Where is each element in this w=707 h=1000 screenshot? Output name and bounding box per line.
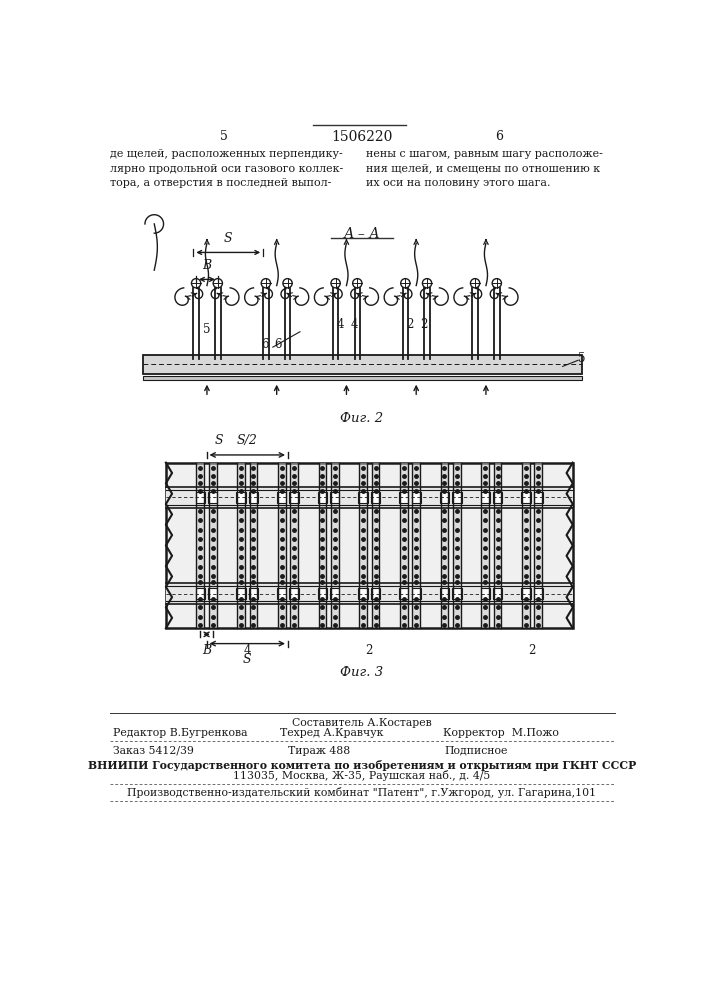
Text: 4: 4 <box>243 644 251 657</box>
Bar <box>481 463 489 628</box>
Bar <box>452 588 462 599</box>
Bar <box>330 492 339 503</box>
Text: 5: 5 <box>203 323 211 336</box>
Bar <box>277 588 286 599</box>
Text: Фиг. 2: Фиг. 2 <box>340 412 383 425</box>
Bar <box>372 463 380 628</box>
Bar <box>412 463 420 628</box>
Text: Корректор  М.Пожо: Корректор М.Пожо <box>443 728 559 738</box>
Bar <box>289 492 299 503</box>
Bar <box>197 463 204 628</box>
Bar <box>453 463 461 628</box>
Bar <box>440 492 449 503</box>
Text: Фиг. 3: Фиг. 3 <box>340 666 383 679</box>
Bar <box>236 588 246 599</box>
Bar <box>521 492 530 503</box>
Text: 1506220: 1506220 <box>332 130 392 144</box>
Text: 5: 5 <box>578 352 585 365</box>
Bar <box>317 588 327 599</box>
Bar <box>166 584 573 603</box>
Bar <box>330 588 339 599</box>
Text: 6: 6 <box>274 338 282 351</box>
Text: 4: 4 <box>337 318 344 331</box>
Bar <box>411 492 421 503</box>
Text: ВНИИПИ Государственного комитета по изобретениям и открытиям при ГКНТ СССР: ВНИИПИ Государственного комитета по изоб… <box>88 760 636 771</box>
Bar <box>359 463 367 628</box>
Text: Редактор В.Бугренкова: Редактор В.Бугренкова <box>113 728 247 738</box>
Bar <box>209 463 216 628</box>
Bar <box>196 588 205 599</box>
Bar <box>143 355 582 374</box>
Text: S/2: S/2 <box>237 434 257 447</box>
Bar <box>534 463 542 628</box>
Text: 2: 2 <box>420 318 428 331</box>
Bar <box>237 463 245 628</box>
Text: Производственно-издательский комбинат "Патент", г.Ужгород, ул. Гагарина,101: Производственно-издательский комбинат "П… <box>127 787 597 798</box>
Bar <box>371 588 380 599</box>
Text: 113035, Москва, Ж-35, Раушская наб., д. 4/5: 113035, Москва, Ж-35, Раушская наб., д. … <box>233 770 491 781</box>
Text: S: S <box>214 434 223 447</box>
Bar <box>249 588 258 599</box>
Text: S: S <box>243 653 252 666</box>
Bar <box>521 588 530 599</box>
Bar <box>289 588 299 599</box>
Text: Заказ 5412/39: Заказ 5412/39 <box>113 746 194 756</box>
Bar <box>166 488 573 507</box>
Text: B: B <box>202 259 211 272</box>
Bar <box>534 588 543 599</box>
Text: B: B <box>202 644 211 657</box>
Bar <box>399 588 409 599</box>
Bar <box>317 492 327 503</box>
Bar <box>166 463 573 628</box>
Text: Составитель А.Костарев: Составитель А.Костарев <box>292 718 432 728</box>
Bar <box>291 463 298 628</box>
Text: А – А: А – А <box>344 227 380 241</box>
Bar <box>208 588 218 599</box>
Bar <box>358 492 368 503</box>
Bar <box>143 376 582 380</box>
Bar <box>278 463 286 628</box>
Bar <box>319 463 327 628</box>
Bar <box>250 463 257 628</box>
Bar <box>493 463 501 628</box>
Text: 2: 2 <box>528 644 536 657</box>
Bar <box>440 588 449 599</box>
Bar <box>400 463 408 628</box>
Bar <box>411 588 421 599</box>
Bar <box>481 588 490 599</box>
Text: 2: 2 <box>407 318 414 331</box>
Text: де щелей, расположенных перпендику-
лярно продольной оси газового коллек-
тора, : де щелей, расположенных перпендику- лярн… <box>110 149 344 188</box>
Text: S: S <box>224 232 233 245</box>
Text: 2: 2 <box>366 644 373 657</box>
Text: 5: 5 <box>220 130 228 143</box>
Bar <box>522 463 530 628</box>
Bar <box>358 588 368 599</box>
Text: 6: 6 <box>495 130 503 143</box>
Bar <box>493 588 502 599</box>
Bar <box>208 492 218 503</box>
Text: 4: 4 <box>351 318 358 331</box>
Text: Тираж 488: Тираж 488 <box>288 746 351 756</box>
Text: нены с шагом, равным шагу расположе-
ния щелей, и смещены по отношению к
их оси : нены с шагом, равным шагу расположе- ния… <box>366 149 602 188</box>
Bar <box>236 492 246 503</box>
Bar <box>399 492 409 503</box>
Bar <box>440 463 448 628</box>
Bar <box>277 492 286 503</box>
Bar <box>493 492 502 503</box>
Bar <box>481 492 490 503</box>
Bar <box>534 492 543 503</box>
Bar <box>166 463 573 628</box>
Bar <box>196 492 205 503</box>
Bar <box>249 492 258 503</box>
Text: 6: 6 <box>262 338 269 351</box>
Bar <box>452 492 462 503</box>
Text: Техред А.Кравчук: Техред А.Кравчук <box>280 728 383 738</box>
Bar <box>331 463 339 628</box>
Text: Подписное: Подписное <box>445 746 508 756</box>
Bar <box>371 492 380 503</box>
